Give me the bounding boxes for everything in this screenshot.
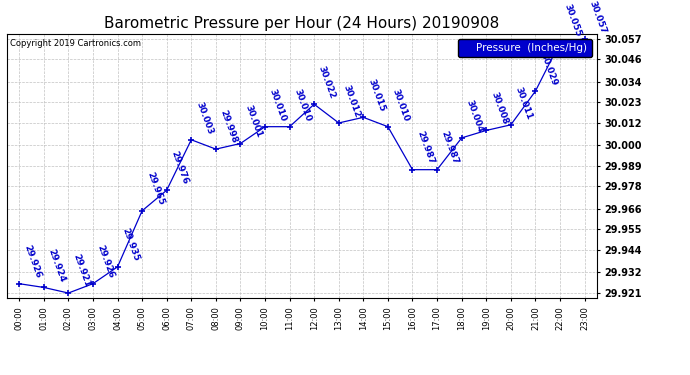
Text: 30.022: 30.022 bbox=[317, 65, 337, 100]
Text: 30.004: 30.004 bbox=[464, 98, 484, 134]
Text: 29.921: 29.921 bbox=[71, 253, 92, 289]
Text: 29.924: 29.924 bbox=[46, 247, 67, 283]
Pressure  (Inches/Hg) bbox=[39, 285, 48, 290]
Pressure  (Inches/Hg) bbox=[64, 291, 72, 295]
Text: 30.015: 30.015 bbox=[366, 78, 386, 113]
Pressure  (Inches/Hg) bbox=[408, 167, 417, 172]
Text: 30.055: 30.055 bbox=[563, 3, 583, 38]
Pressure  (Inches/Hg) bbox=[138, 209, 146, 213]
Pressure  (Inches/Hg) bbox=[286, 124, 294, 129]
Pressure  (Inches/Hg) bbox=[89, 282, 97, 286]
Text: 30.010: 30.010 bbox=[268, 87, 288, 123]
Text: 30.010: 30.010 bbox=[293, 87, 313, 123]
Text: 29.987: 29.987 bbox=[415, 129, 435, 165]
Text: 30.011: 30.011 bbox=[513, 85, 534, 121]
Line: Pressure  (Inches/Hg): Pressure (Inches/Hg) bbox=[16, 35, 588, 297]
Pressure  (Inches/Hg) bbox=[261, 124, 269, 129]
Legend: Pressure  (Inches/Hg): Pressure (Inches/Hg) bbox=[457, 39, 591, 57]
Text: 29.987: 29.987 bbox=[440, 129, 460, 165]
Text: 29.926: 29.926 bbox=[96, 244, 116, 279]
Pressure  (Inches/Hg) bbox=[113, 265, 121, 269]
Pressure  (Inches/Hg) bbox=[384, 124, 392, 129]
Pressure  (Inches/Hg) bbox=[580, 37, 589, 41]
Text: 30.010: 30.010 bbox=[391, 87, 411, 123]
Title: Barometric Pressure per Hour (24 Hours) 20190908: Barometric Pressure per Hour (24 Hours) … bbox=[104, 16, 500, 31]
Text: 30.057: 30.057 bbox=[587, 0, 608, 34]
Pressure  (Inches/Hg) bbox=[187, 138, 195, 142]
Pressure  (Inches/Hg) bbox=[15, 282, 23, 286]
Pressure  (Inches/Hg) bbox=[506, 123, 515, 127]
Pressure  (Inches/Hg) bbox=[556, 40, 564, 45]
Text: 30.012: 30.012 bbox=[342, 83, 362, 119]
Pressure  (Inches/Hg) bbox=[212, 147, 220, 152]
Pressure  (Inches/Hg) bbox=[433, 167, 441, 172]
Text: 30.029: 30.029 bbox=[538, 51, 558, 87]
Pressure  (Inches/Hg) bbox=[359, 115, 368, 120]
Pressure  (Inches/Hg) bbox=[236, 141, 244, 146]
Text: 30.003: 30.003 bbox=[194, 100, 214, 136]
Text: 29.998: 29.998 bbox=[219, 109, 239, 145]
Text: 29.926: 29.926 bbox=[22, 244, 42, 279]
Pressure  (Inches/Hg) bbox=[335, 121, 343, 125]
Pressure  (Inches/Hg) bbox=[531, 89, 540, 93]
Pressure  (Inches/Hg) bbox=[482, 128, 491, 133]
Text: 29.935: 29.935 bbox=[120, 227, 141, 263]
Text: 30.001: 30.001 bbox=[243, 104, 264, 140]
Text: Copyright 2019 Cartronics.com: Copyright 2019 Cartronics.com bbox=[10, 39, 141, 48]
Text: 29.965: 29.965 bbox=[145, 171, 166, 207]
Pressure  (Inches/Hg) bbox=[457, 136, 466, 140]
Pressure  (Inches/Hg) bbox=[163, 188, 171, 192]
Text: 30.008: 30.008 bbox=[489, 91, 509, 126]
Pressure  (Inches/Hg) bbox=[310, 102, 318, 106]
Text: 29.976: 29.976 bbox=[170, 150, 190, 186]
